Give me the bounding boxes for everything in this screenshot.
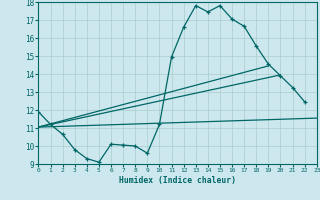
X-axis label: Humidex (Indice chaleur): Humidex (Indice chaleur) — [119, 176, 236, 185]
